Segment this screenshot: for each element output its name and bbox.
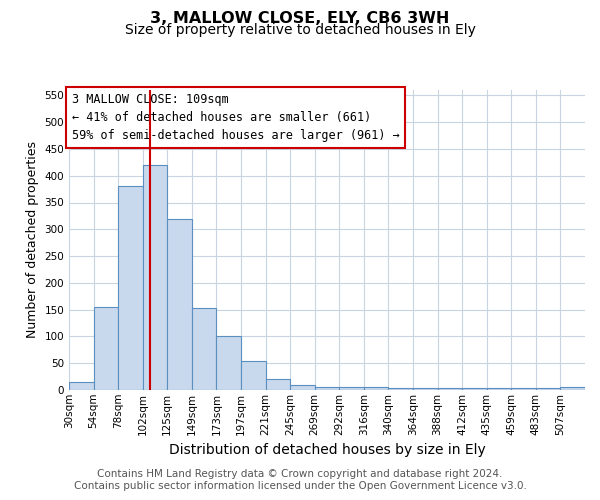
Text: Contains HM Land Registry data © Crown copyright and database right 2024.: Contains HM Land Registry data © Crown c… bbox=[97, 469, 503, 479]
Bar bbox=[511, 388, 536, 390]
Bar bbox=[192, 308, 217, 390]
Bar bbox=[388, 388, 413, 390]
Bar bbox=[462, 388, 487, 390]
Text: Size of property relative to detached houses in Ely: Size of property relative to detached ho… bbox=[125, 23, 475, 37]
Text: Contains public sector information licensed under the Open Government Licence v3: Contains public sector information licen… bbox=[74, 481, 526, 491]
Bar bbox=[167, 218, 192, 390]
Bar bbox=[118, 186, 143, 390]
Bar bbox=[290, 384, 315, 390]
Bar bbox=[143, 165, 167, 390]
Bar bbox=[315, 388, 339, 390]
Bar bbox=[94, 307, 118, 390]
Bar bbox=[487, 388, 511, 390]
Bar bbox=[560, 388, 585, 390]
Bar bbox=[339, 388, 364, 390]
Y-axis label: Number of detached properties: Number of detached properties bbox=[26, 142, 39, 338]
Bar bbox=[217, 336, 241, 390]
Text: 3, MALLOW CLOSE, ELY, CB6 3WH: 3, MALLOW CLOSE, ELY, CB6 3WH bbox=[151, 11, 449, 26]
Bar bbox=[241, 360, 266, 390]
Bar bbox=[536, 388, 560, 390]
Bar bbox=[69, 382, 94, 390]
Bar bbox=[437, 388, 462, 390]
Text: 3 MALLOW CLOSE: 109sqm
← 41% of detached houses are smaller (661)
59% of semi-de: 3 MALLOW CLOSE: 109sqm ← 41% of detached… bbox=[71, 93, 400, 142]
Bar bbox=[413, 388, 437, 390]
Bar bbox=[266, 380, 290, 390]
Bar bbox=[364, 388, 388, 390]
X-axis label: Distribution of detached houses by size in Ely: Distribution of detached houses by size … bbox=[169, 443, 485, 457]
